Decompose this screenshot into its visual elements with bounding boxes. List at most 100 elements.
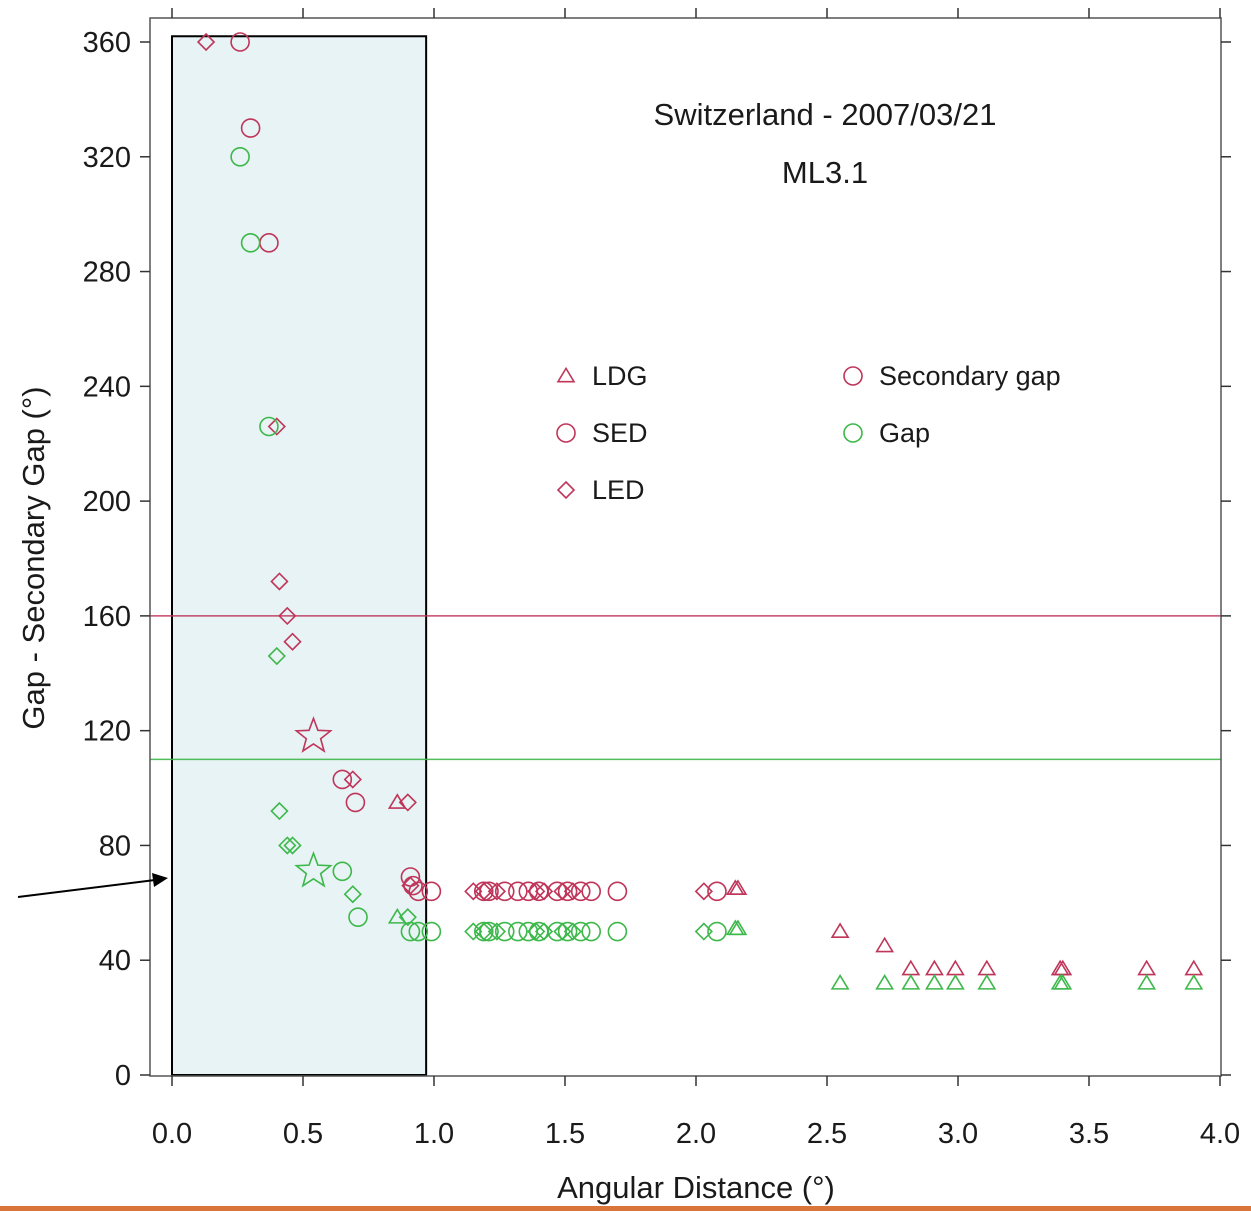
x-tick-label: 3.0 bbox=[938, 1118, 978, 1150]
triangle-point bbox=[945, 974, 965, 990]
diamond-point bbox=[267, 417, 286, 436]
diamond-point bbox=[527, 882, 546, 901]
x-tick-label: 0.0 bbox=[152, 1118, 192, 1150]
legend-circle-marker bbox=[843, 423, 863, 443]
legend-label: Gap bbox=[879, 418, 930, 448]
diamond-point bbox=[343, 885, 362, 904]
circle-point bbox=[479, 921, 499, 942]
circle-point bbox=[240, 118, 261, 138]
circle-point bbox=[348, 907, 368, 927]
circle-point bbox=[479, 881, 499, 902]
diamond-point bbox=[270, 572, 289, 591]
y-tick-label: 40 bbox=[99, 945, 131, 977]
y-tick-label: 200 bbox=[83, 486, 131, 518]
legend-circle-marker bbox=[556, 423, 576, 443]
diamond-point bbox=[278, 606, 297, 626]
diamond-point bbox=[283, 632, 302, 651]
x-axis-title: Angular Distance (°) bbox=[557, 1170, 835, 1205]
circle-point bbox=[518, 921, 539, 942]
chart-title: Switzerland - 2007/03/21 bbox=[654, 97, 997, 132]
triangle-point bbox=[901, 974, 921, 990]
circle-point bbox=[570, 881, 591, 902]
triangle-point bbox=[875, 974, 895, 990]
diamond-point bbox=[278, 836, 297, 855]
diamond-point bbox=[398, 908, 417, 927]
triangle-point bbox=[728, 919, 748, 936]
plot-frame bbox=[149, 17, 1222, 1077]
x-tick-label: 2.0 bbox=[676, 1118, 716, 1150]
diamond-point bbox=[401, 876, 420, 895]
highlight-region bbox=[171, 35, 428, 1077]
triangle-point bbox=[1184, 974, 1204, 990]
circle-point bbox=[332, 769, 353, 790]
diamond-point bbox=[474, 882, 493, 901]
diamond-point bbox=[694, 882, 713, 901]
chart-subtitle: ML3.1 bbox=[782, 155, 868, 190]
circle-point bbox=[421, 921, 442, 942]
diamond-point bbox=[343, 770, 362, 789]
circle-point bbox=[494, 921, 515, 942]
circle-point bbox=[345, 792, 366, 813]
circle-point bbox=[403, 875, 423, 896]
circle-point bbox=[230, 146, 250, 167]
legend-label: SED bbox=[592, 418, 648, 448]
legend-label: LDG bbox=[592, 361, 648, 391]
legend-label: Secondary gap bbox=[879, 361, 1061, 391]
x-tick-label: 2.5 bbox=[807, 1118, 847, 1150]
triangle-point bbox=[875, 936, 895, 953]
diamond-point bbox=[534, 922, 554, 941]
diamond-point bbox=[283, 836, 302, 855]
circle-point bbox=[607, 881, 628, 902]
diamond-point bbox=[487, 882, 507, 901]
circle-point bbox=[508, 921, 528, 942]
y-tick-label: 0 bbox=[115, 1060, 131, 1092]
threshold-lines bbox=[150, 615, 1221, 761]
data-points bbox=[196, 32, 1204, 990]
circle-point bbox=[332, 861, 353, 882]
diamond-point bbox=[267, 646, 286, 666]
arrow-line bbox=[17, 879, 156, 898]
circle-point bbox=[547, 881, 567, 902]
circle-point bbox=[557, 881, 578, 902]
diamond-point bbox=[694, 922, 713, 941]
circle-point bbox=[557, 921, 578, 942]
y-tick-label: 80 bbox=[99, 830, 131, 862]
circle-point bbox=[408, 921, 429, 942]
circle-point bbox=[581, 881, 602, 902]
circle-point bbox=[570, 921, 591, 942]
y-tick-label: 280 bbox=[83, 257, 131, 289]
x-axis-ticks: 0.0 0.5 1.0 1.5 2.0 2.5 3.0 3.5 4.0 bbox=[152, 8, 1240, 1150]
y-tick-label: 240 bbox=[83, 371, 131, 403]
circle-point bbox=[259, 416, 279, 437]
legend-diamond-marker bbox=[556, 480, 576, 500]
triangle-point bbox=[387, 908, 407, 924]
y-tick-label: 320 bbox=[83, 142, 131, 174]
triangle-point bbox=[1053, 974, 1073, 990]
y-tick-label: 160 bbox=[83, 601, 131, 633]
triangle-point bbox=[1137, 974, 1157, 990]
y-tick-label: 120 bbox=[83, 716, 131, 748]
legend: LDG SED LED Secondary gap Gap bbox=[556, 361, 1061, 505]
diamond-point bbox=[563, 922, 582, 941]
circle-point bbox=[707, 881, 727, 902]
circle-point bbox=[494, 881, 515, 902]
arrow-head bbox=[152, 873, 168, 887]
circle-point bbox=[230, 32, 250, 52]
x-tick-label: 4.0 bbox=[1200, 1118, 1240, 1150]
triangle-point bbox=[925, 974, 944, 990]
star-point bbox=[294, 850, 333, 888]
x-tick-label: 3.5 bbox=[1069, 1118, 1109, 1150]
diamond-point bbox=[474, 922, 493, 941]
triangle-point bbox=[977, 974, 997, 990]
diamond-point bbox=[563, 882, 582, 901]
triangle-point bbox=[830, 974, 850, 990]
circle-point bbox=[421, 881, 442, 902]
legend-circle-marker bbox=[843, 366, 863, 386]
circle-point bbox=[518, 881, 539, 902]
diamond-point bbox=[398, 793, 417, 812]
diamond-point bbox=[196, 32, 216, 52]
diamond-point bbox=[270, 801, 289, 821]
triangle-point bbox=[830, 922, 850, 939]
y-tick-label: 360 bbox=[83, 27, 131, 59]
